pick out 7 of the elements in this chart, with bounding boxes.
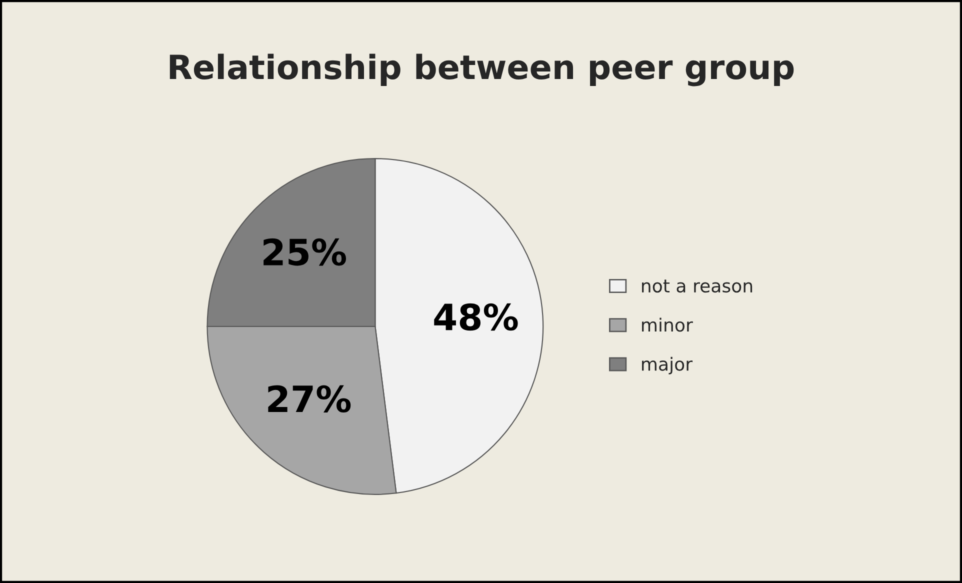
data-label: 48% bbox=[434, 303, 518, 331]
legend-label: minor bbox=[642, 318, 693, 332]
chart-title: Relationship between peer group bbox=[170, 54, 794, 86]
legend-label: not a reason bbox=[642, 280, 752, 293]
data-label: 25% bbox=[264, 238, 346, 266]
data-label: 27% bbox=[268, 385, 351, 413]
legend-label: major bbox=[642, 356, 693, 374]
